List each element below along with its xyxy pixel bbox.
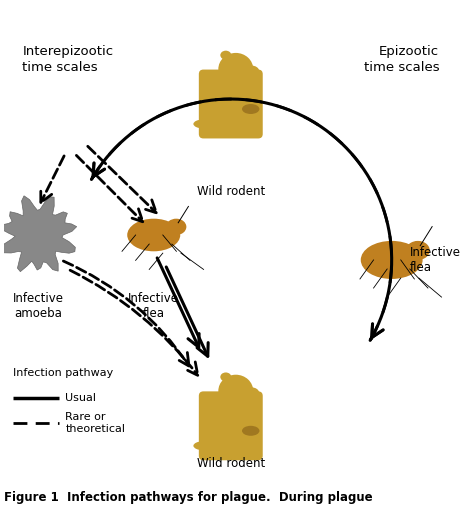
FancyBboxPatch shape (199, 70, 263, 138)
Text: Usual: Usual (65, 393, 96, 403)
Ellipse shape (361, 241, 423, 279)
Text: Infective
amoeba: Infective amoeba (13, 292, 64, 320)
Polygon shape (0, 196, 77, 271)
Text: Infective
flea: Infective flea (128, 292, 179, 320)
Text: Infection pathway: Infection pathway (13, 368, 113, 378)
Text: Rare or
theoretical: Rare or theoretical (65, 412, 125, 434)
Text: Epizootic
time scales: Epizootic time scales (364, 45, 439, 74)
Ellipse shape (242, 66, 259, 78)
Text: Interepizootic
time scales: Interepizootic time scales (22, 45, 113, 74)
Ellipse shape (220, 50, 231, 60)
Ellipse shape (193, 120, 213, 128)
Text: Wild rodent: Wild rodent (197, 457, 265, 470)
Text: Wild rodent: Wild rodent (197, 185, 265, 198)
Ellipse shape (219, 375, 253, 407)
Ellipse shape (242, 387, 259, 400)
Ellipse shape (220, 372, 231, 382)
Ellipse shape (242, 426, 259, 436)
Text: Figure 1  Infection pathways for plague.  During plague: Figure 1 Infection pathways for plague. … (4, 491, 373, 504)
Ellipse shape (127, 219, 180, 251)
Text: Infective
flea: Infective flea (410, 246, 461, 274)
Ellipse shape (242, 104, 259, 114)
Ellipse shape (406, 241, 430, 260)
Ellipse shape (193, 441, 213, 450)
FancyBboxPatch shape (199, 392, 263, 460)
Ellipse shape (219, 53, 253, 85)
Ellipse shape (166, 219, 186, 235)
